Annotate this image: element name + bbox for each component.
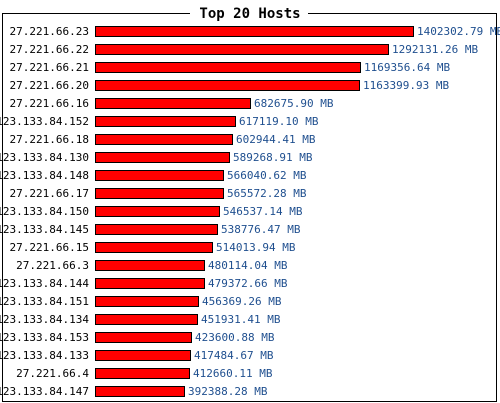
host-label: 27.221.66.20: [10, 79, 89, 92]
value-label: 423600.88 MB: [195, 331, 275, 344]
bar-rows: 27.221.66.23 1402302.79 MB 27.221.66.22 129…: [0, 25, 500, 398]
host-bar: [95, 224, 218, 235]
value-label: 566040.62 MB: [227, 169, 307, 182]
host-bar: [95, 26, 414, 37]
host-label: 27.221.66.16: [10, 97, 89, 110]
host-label: 27.221.66.4: [16, 367, 89, 380]
value-label: 479372.66 MB: [208, 277, 288, 290]
host-bar: [95, 278, 205, 289]
host-bar: [95, 386, 185, 397]
host-bar: [95, 314, 198, 325]
host-label: 27.221.66.18: [10, 133, 89, 146]
host-bar: [95, 242, 213, 253]
value-label: 538776.47 MB: [221, 223, 301, 236]
host-bar: [95, 350, 191, 361]
host-bar: [95, 98, 251, 109]
host-label: 123.133.84.150: [0, 205, 89, 218]
value-label: 451931.41 MB: [201, 313, 281, 326]
title-background: [190, 4, 308, 22]
value-label: 1169356.64 MB: [364, 61, 450, 74]
host-label: 123.133.84.145: [0, 223, 89, 236]
value-label: 392388.28 MB: [188, 385, 268, 398]
host-bar: [95, 296, 199, 307]
value-label: 456369.26 MB: [202, 295, 282, 308]
value-label: 417484.67 MB: [194, 349, 274, 362]
host-bar: [95, 62, 361, 73]
host-label: 123.133.84.153: [0, 331, 89, 344]
host-label: 27.221.66.22: [10, 43, 89, 56]
host-label: 123.133.84.134: [0, 313, 89, 326]
value-label: 1292131.26 MB: [392, 43, 478, 56]
host-bar: [95, 260, 205, 271]
host-label: 123.133.84.144: [0, 277, 89, 290]
host-bar: [95, 332, 192, 343]
host-label: 27.221.66.3: [16, 259, 89, 272]
host-bar: [95, 116, 236, 127]
host-label: 27.221.66.17: [10, 187, 89, 200]
value-label: 514013.94 MB: [216, 241, 296, 254]
value-label: 546537.14 MB: [223, 205, 303, 218]
host-label: 123.133.84.147: [0, 385, 89, 398]
host-bar: [95, 188, 224, 199]
host-bar: [95, 152, 230, 163]
host-label: 27.221.66.21: [10, 61, 89, 74]
host-label: 123.133.84.152: [0, 115, 89, 128]
host-bar: [95, 80, 360, 91]
chart-title: Top 20 Hosts: [199, 6, 300, 22]
host-label: 27.221.66.15: [10, 241, 89, 254]
host-bar: [95, 44, 389, 55]
host-bar: [95, 206, 220, 217]
value-label: 480114.04 MB: [208, 259, 288, 272]
host-label: 123.133.84.148: [0, 169, 89, 182]
value-label: 565572.28 MB: [227, 187, 307, 200]
value-label: 589268.91 MB: [233, 151, 313, 164]
host-label: 27.221.66.23: [10, 25, 89, 38]
host-bar: [95, 134, 233, 145]
value-label: 602944.41 MB: [236, 133, 316, 146]
host-label: 123.133.84.130: [0, 151, 89, 164]
value-label: 1163399.93 MB: [363, 79, 449, 92]
host-bar: [95, 368, 190, 379]
value-label: 682675.90 MB: [254, 97, 334, 110]
value-label: 412660.11 MB: [193, 367, 273, 380]
host-bar: [95, 170, 224, 181]
value-label: 1402302.79 MB: [417, 25, 500, 38]
value-label: 617119.10 MB: [239, 115, 319, 128]
host-label: 123.133.84.133: [0, 349, 89, 362]
host-label: 123.133.84.151: [0, 295, 89, 308]
